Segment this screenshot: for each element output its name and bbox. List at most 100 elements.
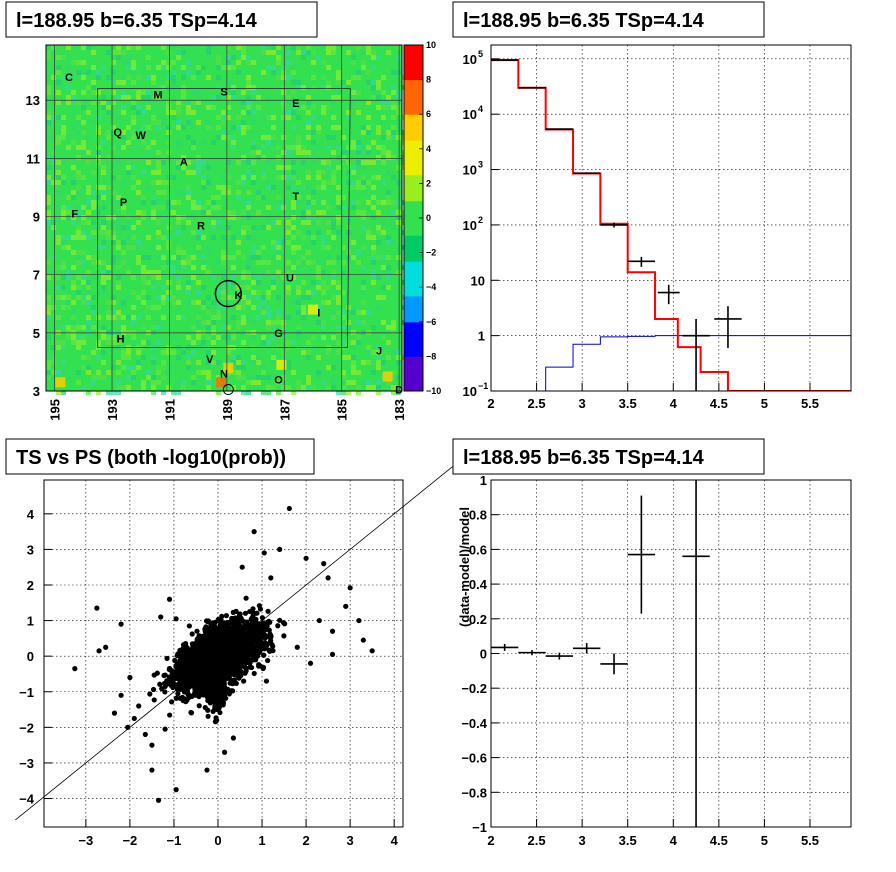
map-pixel [351, 200, 356, 205]
map-pixel [281, 235, 286, 240]
map-pixel [366, 80, 371, 85]
map-pixel [146, 95, 151, 100]
map-pixel [236, 295, 241, 300]
map-pixel [211, 340, 216, 345]
map-pixel [351, 165, 356, 170]
map-pixel [376, 95, 381, 100]
map-pixel [391, 320, 396, 325]
map-pixel [96, 290, 101, 295]
map-pixel [391, 70, 396, 75]
map-pixel [346, 355, 351, 360]
map-pixel [326, 300, 331, 305]
map-pixel [116, 275, 121, 280]
map-pixel [306, 385, 311, 390]
map-pixel [121, 260, 126, 265]
map-pixel [61, 390, 66, 395]
map-pixel [341, 205, 346, 210]
map-pixel [331, 385, 336, 390]
map-pixel [131, 225, 136, 230]
map-pixel [286, 150, 291, 155]
map-pixel [166, 295, 171, 300]
map-pixel [96, 70, 101, 75]
map-pixel [176, 85, 181, 90]
map-pixel [216, 55, 221, 60]
map-pixel [366, 145, 371, 150]
map-pixel [66, 275, 71, 280]
map-pixel [251, 225, 256, 230]
map-pixel [86, 110, 91, 115]
map-pixel [56, 190, 61, 195]
map-pixel [71, 310, 76, 315]
map-pixel [91, 375, 96, 380]
map-pixel [351, 185, 356, 190]
map-pixel [336, 340, 341, 345]
map-pixel [121, 240, 126, 245]
map-pixel [251, 145, 256, 150]
map-pixel [221, 120, 226, 125]
map-pixel [91, 85, 96, 90]
scatter-point [205, 713, 211, 719]
map-pixel [231, 315, 236, 320]
map-pixel [271, 245, 276, 250]
map-pixel [391, 375, 396, 380]
map-pixel [206, 50, 211, 55]
map-pixel [341, 195, 346, 200]
spectrum-x-tick-label: 5 [761, 396, 768, 411]
map-pixel [311, 160, 316, 165]
map-pixel [191, 365, 196, 370]
map-pixel [51, 255, 56, 260]
map-pixel [141, 170, 146, 175]
map-pixel [136, 220, 141, 225]
map-pixel [336, 230, 341, 235]
map-pixel [81, 385, 86, 390]
map-pixel [321, 160, 326, 165]
map-pixel [116, 245, 121, 250]
map-pixel [76, 345, 81, 350]
spectrum-y-tick-exponent: 2 [478, 215, 483, 225]
map-pixel [91, 220, 96, 225]
map-pixel [396, 45, 401, 50]
map-pixel [66, 100, 71, 105]
map-pixel [196, 70, 201, 75]
map-pixel [216, 360, 221, 365]
map-pixel [301, 280, 306, 285]
map-pixel [231, 90, 236, 95]
map-pixel [271, 360, 276, 365]
map-pixel [61, 275, 66, 280]
scatter-point [237, 611, 243, 617]
map-pixel [106, 275, 111, 280]
map-pixel [181, 155, 186, 160]
map-pixel [396, 105, 401, 110]
map-pixel [61, 235, 66, 240]
map-pixel [231, 235, 236, 240]
map-pixel [221, 290, 226, 295]
map-pixel [381, 255, 386, 260]
map-pixel [106, 270, 111, 275]
colorbar-segment [404, 304, 423, 314]
map-pixel [216, 225, 221, 230]
map-pixel [81, 275, 86, 280]
map-pixel [251, 250, 256, 255]
map-pixel [286, 60, 291, 65]
map-pixel [291, 245, 296, 250]
map-pixel [386, 270, 391, 275]
map-pixel [201, 185, 206, 190]
map-pixel [341, 375, 346, 380]
map-pixel [236, 45, 241, 50]
map-pixel [341, 390, 346, 395]
map-pixel [216, 260, 221, 265]
map-pixel [81, 150, 86, 155]
map-pixel [126, 170, 131, 175]
map-pixel [131, 320, 136, 325]
map-pixel [346, 115, 351, 120]
map-pixel [301, 295, 306, 300]
colorbar-segment [404, 243, 423, 254]
map-pixel [121, 385, 126, 390]
map-pixel [116, 280, 121, 285]
map-pixel [371, 140, 376, 145]
map-pixel [176, 50, 181, 55]
map-pixel [46, 110, 51, 115]
map-pixel [276, 380, 281, 385]
map-pixel [96, 100, 101, 105]
map-pixel [311, 385, 316, 390]
